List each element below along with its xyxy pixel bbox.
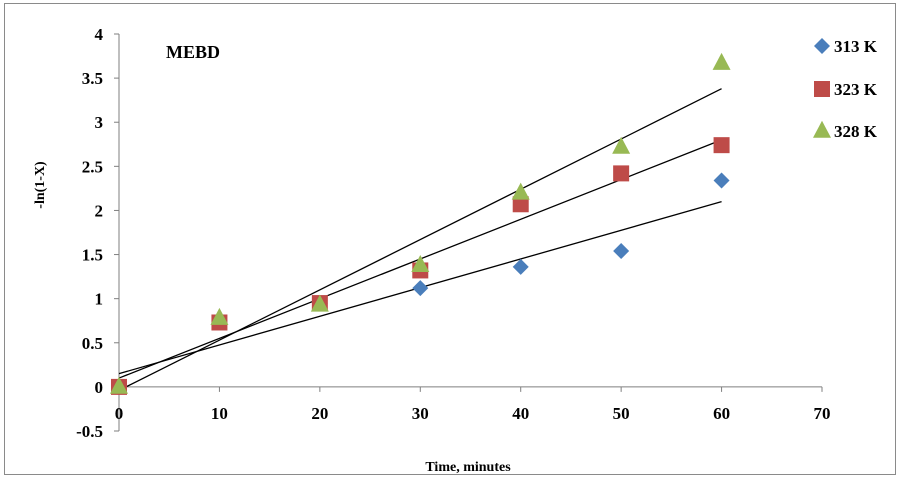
- data-point-313-k: [412, 280, 429, 297]
- data-point-328-k: [110, 376, 128, 394]
- legend-marker-313-k: [814, 38, 830, 54]
- data-point-328-k: [411, 254, 430, 272]
- axes: [114, 33, 823, 432]
- x-tick-label: 40: [512, 404, 529, 423]
- data-point-313-k: [613, 243, 630, 260]
- legend-label: 328 K: [834, 122, 878, 141]
- data-point-313-k: [512, 258, 529, 275]
- y-tick-label: 3: [95, 113, 104, 132]
- trendlines: [118, 88, 722, 391]
- legend-marker-328-k: [813, 120, 831, 138]
- annotation-label: MEBD: [166, 42, 220, 62]
- y-tick-label: 2: [95, 201, 104, 220]
- x-tick-label: 30: [412, 404, 429, 423]
- data-point-323-k: [613, 165, 630, 182]
- x-tick-label: 10: [211, 404, 228, 423]
- legend: 313 K 323 K 328 K: [813, 37, 878, 141]
- y-tick-label: 1.5: [82, 246, 103, 265]
- data-point-328-k: [210, 307, 229, 325]
- y-axis-title: -ln(1-X): [33, 161, 48, 209]
- data-point-313-k: [713, 172, 730, 189]
- data-point-323-k: [713, 137, 730, 154]
- data-point-328-k: [511, 182, 530, 200]
- x-tick-label: 50: [613, 404, 630, 423]
- y-tick-label: 2.5: [82, 157, 103, 176]
- trendline-328-k: [118, 88, 722, 391]
- x-axis-title: Time, minutes: [425, 460, 511, 475]
- data-markers: [110, 52, 731, 395]
- y-tick-label: 1: [95, 290, 104, 309]
- x-tick-label: 0: [115, 404, 124, 423]
- y-tick-label: 0.5: [82, 334, 103, 353]
- chart-frame: [4, 3, 896, 475]
- data-point-328-k: [310, 294, 329, 312]
- legend-label: 323 K: [834, 80, 878, 99]
- data-point-328-k: [612, 136, 631, 154]
- y-tick-label: 4: [95, 25, 104, 44]
- data-point-328-k: [712, 52, 731, 70]
- data-point-323-k: [512, 196, 529, 213]
- y-tick-label: 0: [95, 378, 104, 397]
- y-tick-label: 3.5: [82, 69, 103, 88]
- x-tick-label: 20: [311, 404, 328, 423]
- legend-label: 313 K: [834, 37, 878, 56]
- x-tick-label: 70: [814, 404, 831, 423]
- y-tick-label: -0.5: [76, 422, 103, 441]
- legend-marker-323-k: [814, 81, 830, 97]
- tick-labels: -0.500.511.522.533.540 10 20 30 40 50 60 70: [76, 25, 830, 441]
- x-tick-label: 60: [713, 404, 730, 423]
